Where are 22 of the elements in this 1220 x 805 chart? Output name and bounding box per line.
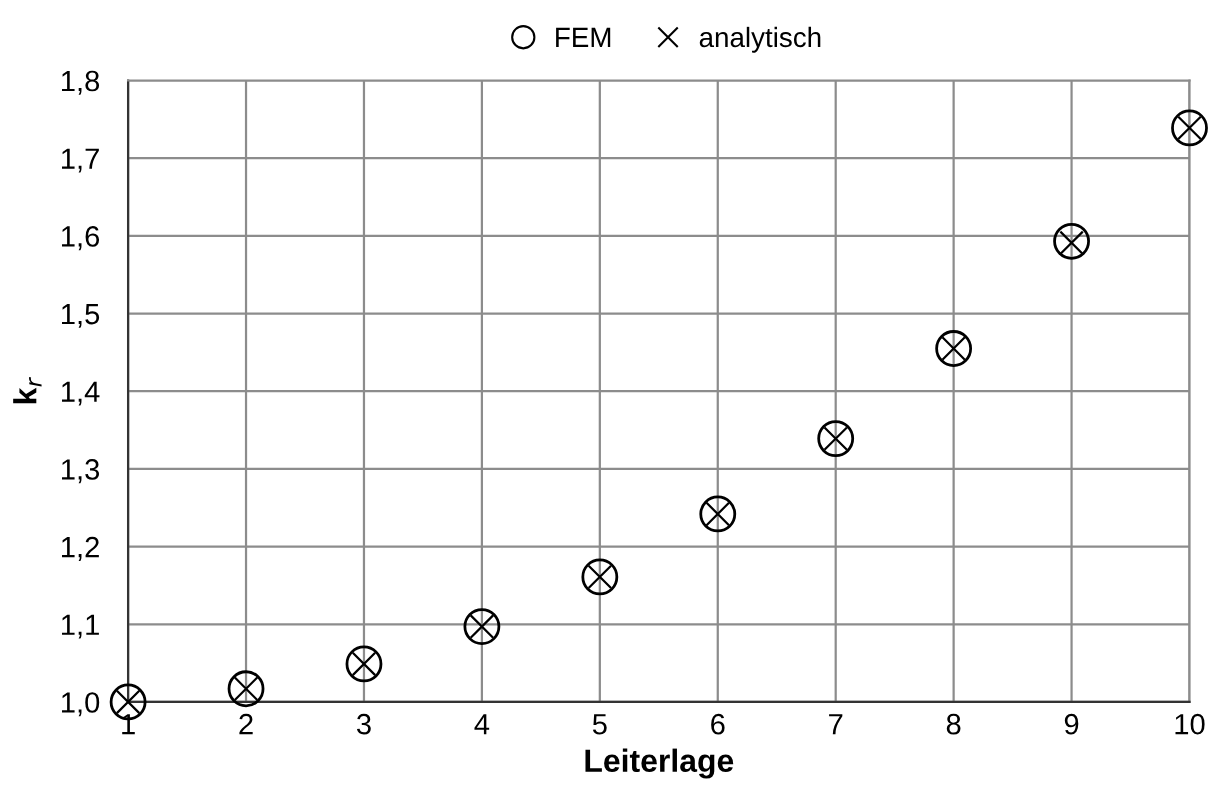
y-tick-label: 1,1 [62,614,99,639]
y-tick-label: 1,0 [62,692,100,717]
y-tick-label: 1,2 [62,536,99,561]
y-tick-label: 1,5 [62,304,100,328]
y-tick-label: 1,4 [62,381,100,406]
x-tick-label: 10 [1175,713,1205,735]
x-tick-label: 7 [829,714,843,735]
x-axis-title: Leiterlage [585,748,734,779]
y-tick-label: 1,3 [62,459,100,484]
x-tick-label: 5 [592,714,607,735]
x-tick-label: 8 [946,713,961,735]
y-tick-label: 1,6 [62,226,100,251]
y-tick-label: 1,8 [62,70,100,95]
x-tick-label: 2 [239,713,253,735]
x-tick-label: 3 [356,713,371,735]
y-axis-title: k$_{r}$ [13,377,42,404]
legend-label: FEM [556,27,611,47]
x-tick-label: 9 [1064,713,1079,735]
y-tick-label: 1,7 [62,148,99,173]
legend-label: analytisch [699,26,821,53]
x-tick-label: 4 [474,714,490,735]
x-tick-label: 6 [711,713,725,735]
